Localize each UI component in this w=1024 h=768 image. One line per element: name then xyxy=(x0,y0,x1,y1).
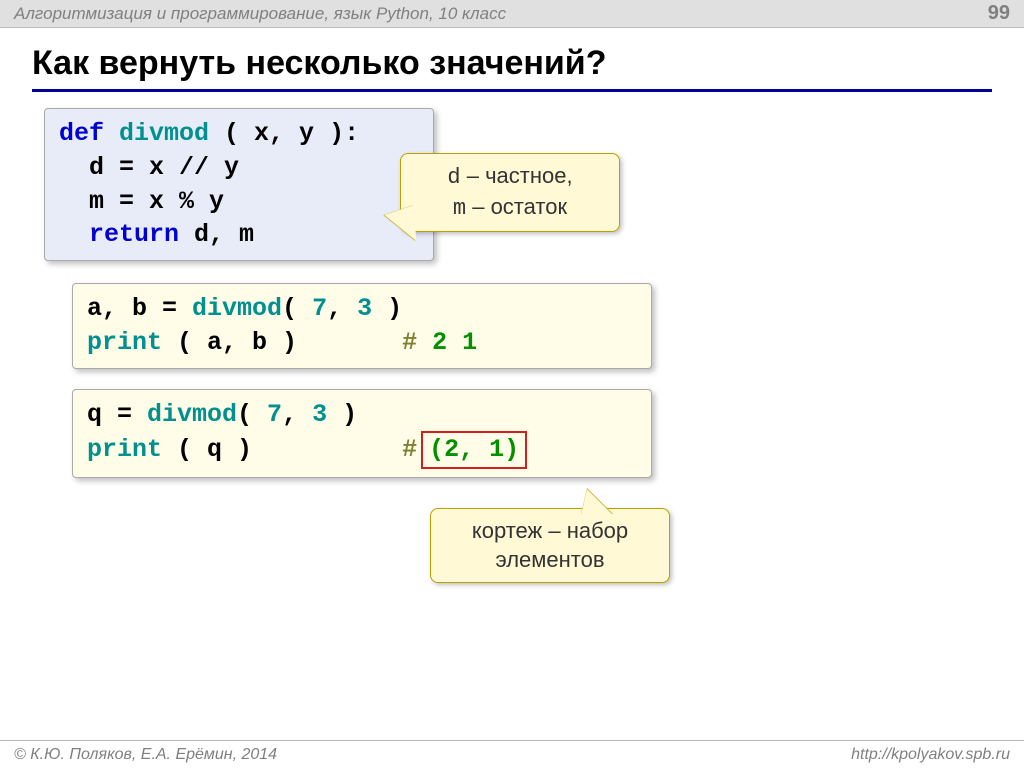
callout-text: – частное, xyxy=(461,163,573,188)
num-literal: 3 xyxy=(312,400,327,429)
code-pad xyxy=(252,435,402,464)
code-text: d, m xyxy=(179,220,254,249)
callout-line: m – остаток xyxy=(417,193,603,224)
code-line: return d, m xyxy=(59,218,419,252)
var-d: d xyxy=(447,165,460,190)
header-subject: Алгоритмизация и программирование, язык … xyxy=(14,4,506,24)
code-text: a, b = xyxy=(87,294,192,323)
func-name: divmod xyxy=(104,119,209,148)
func-print: print xyxy=(87,435,162,464)
code-text: ( xyxy=(282,294,312,323)
callout-line: элементов xyxy=(447,546,653,575)
code-text: ) xyxy=(372,294,402,323)
code-block-call-q: q = divmod( 7, 3 ) print ( q ) #(2, 1) xyxy=(72,389,652,479)
footer-bar: © К.Ю. Поляков, Е.А. Ерёмин, 2014 http:/… xyxy=(0,740,1024,768)
num-literal: 7 xyxy=(267,400,282,429)
code-text: ( a, b ) xyxy=(162,328,297,357)
page-number: 99 xyxy=(988,2,1010,25)
callout-tail xyxy=(581,489,613,515)
code-block-def: def divmod ( x, y ): d = x // y m = x % … xyxy=(44,108,434,261)
keyword-def: def xyxy=(59,119,104,148)
var-m: m xyxy=(453,196,466,221)
tuple-result: (2, 1) xyxy=(421,431,527,469)
code-text: ( x, y ): xyxy=(209,119,359,148)
header-bar: Алгоритмизация и программирование, язык … xyxy=(0,0,1024,28)
title-underline xyxy=(32,89,992,92)
callout-text: – остаток xyxy=(466,194,567,219)
callout-tuple: кортеж – набор элементов xyxy=(430,508,670,583)
num-literal: 3 xyxy=(357,294,372,323)
code-text: q = xyxy=(87,400,147,429)
callout-quotient-remainder: d – частное, m – остаток xyxy=(400,153,620,232)
callout-tail xyxy=(384,205,416,243)
code-line: print ( a, b ) # 2 1 xyxy=(87,326,637,360)
content-area: def divmod ( x, y ): d = x // y m = x % … xyxy=(0,98,1024,488)
code-line: def divmod ( x, y ): xyxy=(59,117,419,151)
keyword-return: return xyxy=(59,220,179,249)
code-line: print ( q ) #(2, 1) xyxy=(87,431,637,469)
slide-title: Как вернуть несколько значений? xyxy=(32,44,992,87)
callout-line: кортеж – набор xyxy=(447,517,653,546)
code-line: d = x // y xyxy=(59,151,419,185)
code-block-call-ab: a, b = divmod( 7, 3 ) print ( a, b ) # 2… xyxy=(72,283,652,369)
comment-hash: # xyxy=(402,435,417,464)
code-text: ( q ) xyxy=(162,435,252,464)
func-print: print xyxy=(87,328,162,357)
comment-text: 2 1 xyxy=(417,328,477,357)
callout-line: d – частное, xyxy=(417,162,603,193)
code-text: , xyxy=(327,294,357,323)
func-call: divmod xyxy=(147,400,237,429)
code-text: , xyxy=(282,400,312,429)
title-section: Как вернуть несколько значений? xyxy=(0,28,1024,98)
func-call: divmod xyxy=(192,294,282,323)
code-pad xyxy=(297,328,402,357)
code-line: m = x % y xyxy=(59,185,419,219)
num-literal: 7 xyxy=(312,294,327,323)
code-line: q = divmod( 7, 3 ) xyxy=(87,398,637,432)
code-text: ( xyxy=(237,400,267,429)
code-line: a, b = divmod( 7, 3 ) xyxy=(87,292,637,326)
comment-hash: # xyxy=(402,328,417,357)
footer-url: http://kpolyakov.spb.ru xyxy=(851,746,1010,764)
code-text: ) xyxy=(327,400,357,429)
footer-copyright: © К.Ю. Поляков, Е.А. Ерёмин, 2014 xyxy=(14,746,277,764)
